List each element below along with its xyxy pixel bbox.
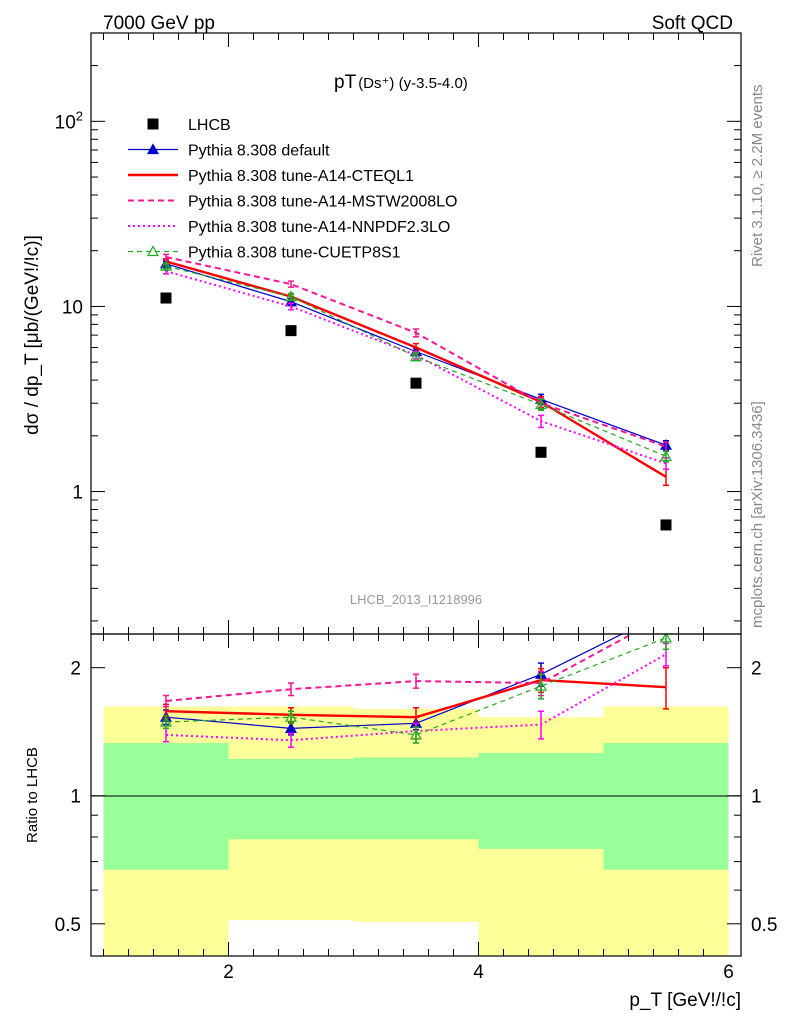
legend-entry: Pythia 8.308 default xyxy=(128,143,330,160)
ratio-marker xyxy=(661,607,671,616)
data-point xyxy=(410,377,422,389)
legend-label: LHCB xyxy=(188,117,231,134)
ratio-marker xyxy=(159,715,173,727)
main-panel: 1 10 102 pT (Ds⁺) (y-3.5-4.0) LHCB_2013_I12… xyxy=(22,32,742,635)
series-line xyxy=(165,265,667,457)
y-tick-label: 10 xyxy=(62,297,83,318)
ratio-bands xyxy=(103,706,729,956)
data-point xyxy=(660,519,672,531)
ratio-band-green xyxy=(603,743,729,870)
legend-entry: Pythia 8.308 tune-A14-CTEQL1 xyxy=(128,168,414,185)
main-title: pT (Ds⁺) (y-3.5-4.0) xyxy=(334,72,468,93)
legend-marker xyxy=(147,118,159,130)
ratio-data-layer xyxy=(159,607,673,749)
rivet-label: Rivet 3.1.10, ≥ 2.2M events xyxy=(749,85,766,268)
ratio-band-green xyxy=(228,758,354,840)
ratio-y-tick-label-right: 1 xyxy=(751,787,762,808)
y-tick-exponent: 2 xyxy=(76,108,83,123)
legend-label: Pythia 8.308 tune-CUETP8S1 xyxy=(188,245,401,262)
legend: LHCB Pythia 8.308 default Pythia 8.308 tun… xyxy=(128,117,457,262)
ratio-y-tick-label: 0.5 xyxy=(55,915,81,936)
marker xyxy=(159,259,173,271)
legend-entry: Pythia 8.308 tune-A14-NNPDF2.3LO xyxy=(128,219,450,236)
mcplots-label: mcplots.cern.ch [arXiv:1306.3436] xyxy=(749,401,766,628)
series-0 xyxy=(160,292,672,531)
ratio-marker xyxy=(409,728,423,740)
header-right: Soft QCD xyxy=(652,13,733,34)
marker xyxy=(284,290,298,302)
data-point xyxy=(285,325,297,337)
ratio-marker xyxy=(659,634,673,643)
legend-label: Pythia 8.308 tune-A14-NNPDF2.3LO xyxy=(188,219,450,236)
main-axes: 1 10 102 xyxy=(55,32,741,634)
ratio-marker xyxy=(284,722,298,733)
x-tick-label: 2 xyxy=(223,962,234,983)
ratio-band-green xyxy=(353,757,479,840)
series-line xyxy=(165,260,667,478)
main-title-subtext: (Ds⁺) (y-3.5-4.0) xyxy=(358,75,468,92)
ratio-y-tick-label: 2 xyxy=(70,659,81,680)
ratio-axes: 0.5 0.5 1 1 2 2 2 4 6 xyxy=(55,634,777,983)
marker xyxy=(534,398,548,410)
header-left: 7000 GeV pp xyxy=(103,13,215,34)
marker xyxy=(409,350,423,362)
x-tick-label: 6 xyxy=(723,962,734,983)
series-4 xyxy=(163,267,669,470)
main-ylabel: dσ / dp_T [μb/(GeV!/!c)] xyxy=(22,235,43,435)
legend-label: Pythia 8.308 default xyxy=(188,143,330,160)
ratio-ylabel: Ratio to LHCB xyxy=(24,747,41,843)
series-5 xyxy=(159,259,673,463)
ratio-y-tick-label: 1 xyxy=(70,787,81,808)
main-data-layer xyxy=(159,253,673,531)
y-tick-label: 1 xyxy=(72,483,83,504)
ratio-band-green xyxy=(478,753,604,849)
legend-label: Pythia 8.308 tune-A14-MSTW2008LO xyxy=(188,194,457,211)
data-point xyxy=(160,292,172,304)
y-tick-label: 102 xyxy=(55,108,83,133)
ratio-band-green xyxy=(103,743,229,870)
legend-label: Pythia 8.308 tune-A14-CTEQL1 xyxy=(188,168,414,185)
ratio-series-4 xyxy=(159,634,673,744)
ratio-line xyxy=(165,637,667,736)
series-line xyxy=(165,270,667,465)
legend-marker xyxy=(146,245,160,257)
marker xyxy=(659,450,673,461)
ratio-series-2 xyxy=(163,634,635,708)
ratio-marker xyxy=(284,710,298,722)
ratio-xlabel: p_T [GeV!/!c] xyxy=(629,990,741,1011)
ratio-y-tick-label-right: 2 xyxy=(751,659,762,680)
ratio-y-tick-label-right: 0.5 xyxy=(751,915,777,936)
x-tick-label: 4 xyxy=(473,962,484,983)
data-point xyxy=(535,446,547,458)
ratio-frame xyxy=(90,633,742,957)
legend-entry: Pythia 8.308 tune-A14-MSTW2008LO xyxy=(128,194,457,211)
ratio-marker xyxy=(534,679,548,691)
main-title-text: pT xyxy=(334,72,357,93)
watermark: LHCB_2013_I1218996 xyxy=(350,592,482,607)
legend-entry: Pythia 8.308 tune-CUETP8S1 xyxy=(128,245,401,262)
legend-marker xyxy=(146,143,160,155)
ratio-panel: 0.5 0.5 1 1 2 2 2 4 6 Ratio to LHCB p_T [GeV!/!c… xyxy=(24,607,777,1011)
legend-entry: LHCB xyxy=(147,117,231,134)
